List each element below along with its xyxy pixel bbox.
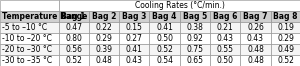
Text: -30 to –35 °C: -30 to –35 °C	[2, 56, 52, 65]
Text: 0.39: 0.39	[95, 45, 112, 54]
Bar	[58, 11, 89, 22]
Bar	[89, 55, 119, 66]
Text: Bag 5: Bag 5	[183, 12, 207, 21]
Text: 0.19: 0.19	[277, 23, 294, 32]
Bar	[180, 33, 210, 44]
Bar	[0, 33, 58, 44]
Text: Cooling Rates (°C/min.): Cooling Rates (°C/min.)	[135, 1, 225, 10]
Bar	[119, 11, 149, 22]
Bar	[240, 55, 271, 66]
Text: 0.92: 0.92	[186, 34, 203, 43]
Text: 0.52: 0.52	[277, 56, 294, 65]
Bar	[271, 33, 300, 44]
Text: 0.26: 0.26	[247, 23, 264, 32]
Text: 0.54: 0.54	[156, 56, 173, 65]
Text: 0.38: 0.38	[186, 23, 203, 32]
Text: 0.29: 0.29	[95, 34, 112, 43]
Text: Temperature Range: Temperature Range	[2, 12, 87, 21]
Text: 0.55: 0.55	[217, 45, 234, 54]
Bar	[119, 22, 149, 33]
Text: 0.48: 0.48	[95, 56, 112, 65]
Text: Bag 4: Bag 4	[152, 12, 177, 21]
Bar	[271, 55, 300, 66]
Text: -5 to –10 °C: -5 to –10 °C	[2, 23, 46, 32]
Bar	[210, 44, 240, 55]
Bar	[240, 11, 271, 22]
Bar	[180, 55, 210, 66]
Bar	[271, 44, 300, 55]
Text: Bag 6: Bag 6	[213, 12, 237, 21]
Bar	[58, 0, 300, 11]
Text: Bag 1: Bag 1	[61, 12, 86, 21]
Text: 0.15: 0.15	[126, 23, 143, 32]
Text: Bag 8: Bag 8	[274, 12, 298, 21]
Text: 0.41: 0.41	[126, 45, 143, 54]
Bar	[149, 33, 180, 44]
Text: 0.52: 0.52	[65, 56, 82, 65]
Bar	[119, 33, 149, 44]
Text: 0.75: 0.75	[186, 45, 203, 54]
Text: 0.48: 0.48	[247, 45, 264, 54]
Bar	[180, 22, 210, 33]
Text: 0.43: 0.43	[126, 56, 143, 65]
Bar	[271, 22, 300, 33]
Text: 0.47: 0.47	[65, 23, 82, 32]
Text: 0.49: 0.49	[277, 45, 294, 54]
Bar	[240, 22, 271, 33]
Text: 0.50: 0.50	[217, 56, 234, 65]
Text: 0.50: 0.50	[156, 34, 173, 43]
Text: 0.21: 0.21	[217, 23, 233, 32]
Text: 0.65: 0.65	[186, 56, 203, 65]
Bar	[58, 55, 89, 66]
Bar	[210, 11, 240, 22]
Bar	[180, 44, 210, 55]
Bar	[149, 44, 180, 55]
Bar	[89, 33, 119, 44]
Bar	[240, 44, 271, 55]
Text: 0.80: 0.80	[65, 34, 82, 43]
Text: Bag 2: Bag 2	[92, 12, 116, 21]
Bar	[89, 11, 119, 22]
Bar	[58, 22, 89, 33]
Bar	[240, 33, 271, 44]
Bar	[0, 11, 58, 22]
Bar	[180, 11, 210, 22]
Text: 0.43: 0.43	[217, 34, 234, 43]
Text: Bag 7: Bag 7	[243, 12, 268, 21]
Bar	[149, 11, 180, 22]
Bar	[0, 0, 58, 11]
Text: 0.43: 0.43	[247, 34, 264, 43]
Text: 0.29: 0.29	[277, 34, 294, 43]
Text: 0.27: 0.27	[126, 34, 143, 43]
Text: 0.48: 0.48	[247, 56, 264, 65]
Text: -20 to –30 °C: -20 to –30 °C	[2, 45, 52, 54]
Bar	[0, 44, 58, 55]
Text: 0.41: 0.41	[156, 23, 173, 32]
Bar	[271, 11, 300, 22]
Bar	[210, 22, 240, 33]
Bar	[58, 44, 89, 55]
Bar	[210, 55, 240, 66]
Text: -10 to –20 °C: -10 to –20 °C	[2, 34, 51, 43]
Bar	[210, 33, 240, 44]
Bar	[89, 22, 119, 33]
Text: 0.52: 0.52	[156, 45, 173, 54]
Bar	[149, 22, 180, 33]
Text: 0.22: 0.22	[96, 23, 112, 32]
Bar	[0, 55, 58, 66]
Bar	[58, 33, 89, 44]
Bar	[119, 55, 149, 66]
Bar	[89, 44, 119, 55]
Bar	[0, 22, 58, 33]
Text: 0.56: 0.56	[65, 45, 82, 54]
Text: Bag 3: Bag 3	[122, 12, 146, 21]
Bar	[119, 44, 149, 55]
Bar	[149, 55, 180, 66]
